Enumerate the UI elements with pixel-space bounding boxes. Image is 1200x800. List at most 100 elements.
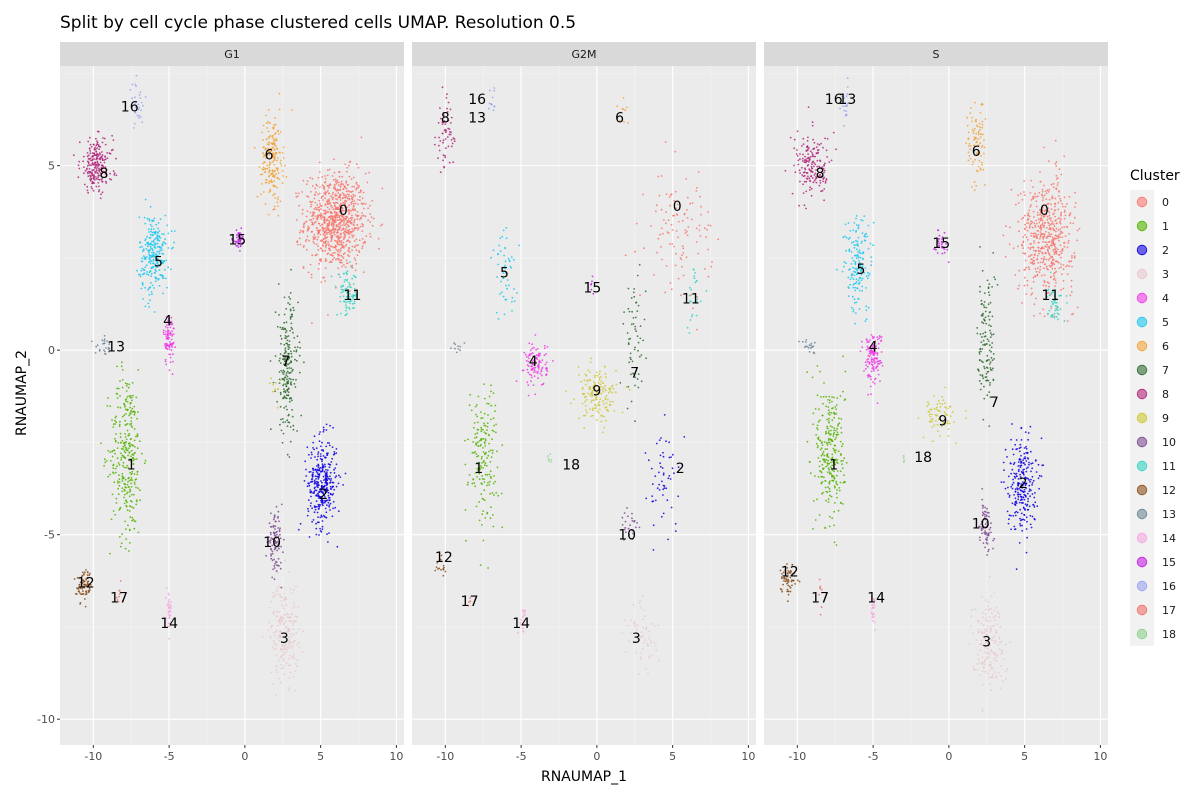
- point-cluster-5: [153, 287, 156, 289]
- point-cluster-0: [699, 235, 702, 237]
- point-cluster-7: [287, 344, 289, 346]
- point-cluster-10: [268, 536, 270, 538]
- point-cluster-1: [117, 493, 120, 496]
- point-cluster-0: [344, 266, 347, 268]
- point-cluster-8: [98, 148, 101, 151]
- point-cluster-7: [282, 358, 284, 360]
- point-cluster-0: [328, 208, 331, 211]
- point-cluster-0: [338, 259, 340, 261]
- point-cluster-14: [167, 605, 170, 607]
- point-cluster-0: [324, 267, 327, 270]
- point-cluster-10: [621, 516, 624, 519]
- point-cluster-7: [289, 318, 292, 320]
- point-cluster-0: [653, 274, 655, 276]
- point-cluster-0: [340, 221, 342, 224]
- point-cluster-0: [361, 238, 364, 240]
- point-cluster-1: [475, 436, 478, 439]
- point-cluster-5: [162, 275, 165, 278]
- point-cluster-4: [171, 323, 173, 326]
- point-cluster-6: [275, 131, 277, 134]
- point-cluster-16: [138, 106, 141, 109]
- point-cluster-1: [484, 432, 487, 435]
- point-cluster-17: [117, 600, 120, 603]
- point-cluster-1: [486, 429, 488, 431]
- point-cluster-4: [545, 367, 547, 370]
- point-cluster-1: [115, 392, 118, 395]
- point-cluster-9: [594, 388, 596, 391]
- point-cluster-0: [338, 251, 341, 254]
- point-cluster-6: [267, 143, 270, 146]
- point-cluster-0: [1039, 231, 1042, 233]
- point-cluster-2: [327, 541, 329, 543]
- point-cluster-7: [285, 342, 288, 345]
- point-cluster-0: [671, 243, 674, 245]
- point-cluster-16: [134, 111, 137, 114]
- point-cluster-6: [274, 123, 277, 126]
- point-cluster-2: [329, 482, 331, 484]
- point-cluster-1: [137, 487, 140, 490]
- point-cluster-7: [630, 400, 633, 403]
- point-cluster-9: [605, 395, 608, 397]
- point-cluster-1: [144, 459, 147, 462]
- point-cluster-7: [296, 430, 298, 432]
- point-cluster-5: [502, 229, 505, 232]
- point-cluster-0: [334, 193, 337, 196]
- point-cluster-0: [1078, 227, 1081, 230]
- point-cluster-3: [269, 637, 272, 639]
- point-cluster-0: [1028, 209, 1031, 212]
- point-cluster-0: [1041, 194, 1044, 197]
- point-cluster-3: [280, 644, 283, 647]
- point-cluster-2: [663, 414, 666, 416]
- point-cluster-0: [339, 199, 342, 201]
- point-cluster-1: [112, 423, 115, 425]
- point-cluster-1: [121, 477, 124, 480]
- point-cluster-1: [828, 430, 830, 432]
- point-cluster-2: [319, 503, 321, 506]
- point-cluster-0: [321, 184, 324, 187]
- point-cluster-0: [339, 194, 341, 197]
- point-cluster-0: [340, 212, 343, 215]
- point-cluster-7: [286, 390, 289, 392]
- point-cluster-1: [469, 393, 472, 396]
- point-cluster-7: [286, 425, 289, 427]
- point-cluster-8: [91, 187, 94, 190]
- point-cluster-8: [87, 191, 89, 194]
- point-cluster-2: [329, 479, 332, 482]
- point-cluster-1: [478, 501, 481, 503]
- point-cluster-0: [347, 248, 350, 251]
- point-cluster-5: [153, 311, 156, 313]
- point-cluster-4: [541, 366, 544, 369]
- point-cluster-0: [315, 243, 318, 246]
- point-cluster-18: [549, 453, 552, 455]
- point-cluster-8: [87, 140, 90, 143]
- point-cluster-0: [364, 215, 367, 218]
- point-cluster-5: [159, 274, 162, 276]
- point-cluster-0: [665, 211, 667, 214]
- point-cluster-9: [605, 376, 607, 379]
- point-cluster-7: [630, 358, 632, 361]
- point-cluster-0: [328, 247, 331, 250]
- point-cluster-16: [136, 114, 139, 117]
- point-cluster-0: [1024, 268, 1026, 271]
- point-cluster-5: [164, 238, 167, 241]
- point-cluster-3: [639, 636, 642, 638]
- point-cluster-8: [83, 166, 85, 169]
- point-cluster-0: [344, 163, 347, 166]
- point-cluster-0: [309, 263, 312, 266]
- point-cluster-0: [359, 195, 361, 198]
- point-cluster-5: [148, 293, 151, 296]
- point-cluster-0: [315, 226, 318, 229]
- point-cluster-1: [133, 481, 136, 484]
- point-cluster-7: [283, 296, 286, 299]
- point-cluster-7: [292, 306, 295, 309]
- point-cluster-2: [311, 520, 313, 523]
- point-cluster-3: [279, 648, 282, 651]
- point-cluster-1: [827, 420, 830, 422]
- point-cluster-0: [355, 244, 358, 247]
- point-cluster-8: [110, 149, 113, 152]
- point-cluster-11: [349, 302, 351, 305]
- point-cluster-2: [320, 480, 322, 482]
- point-cluster-0: [362, 191, 365, 194]
- point-cluster-7: [278, 360, 281, 362]
- point-cluster-1: [820, 454, 823, 457]
